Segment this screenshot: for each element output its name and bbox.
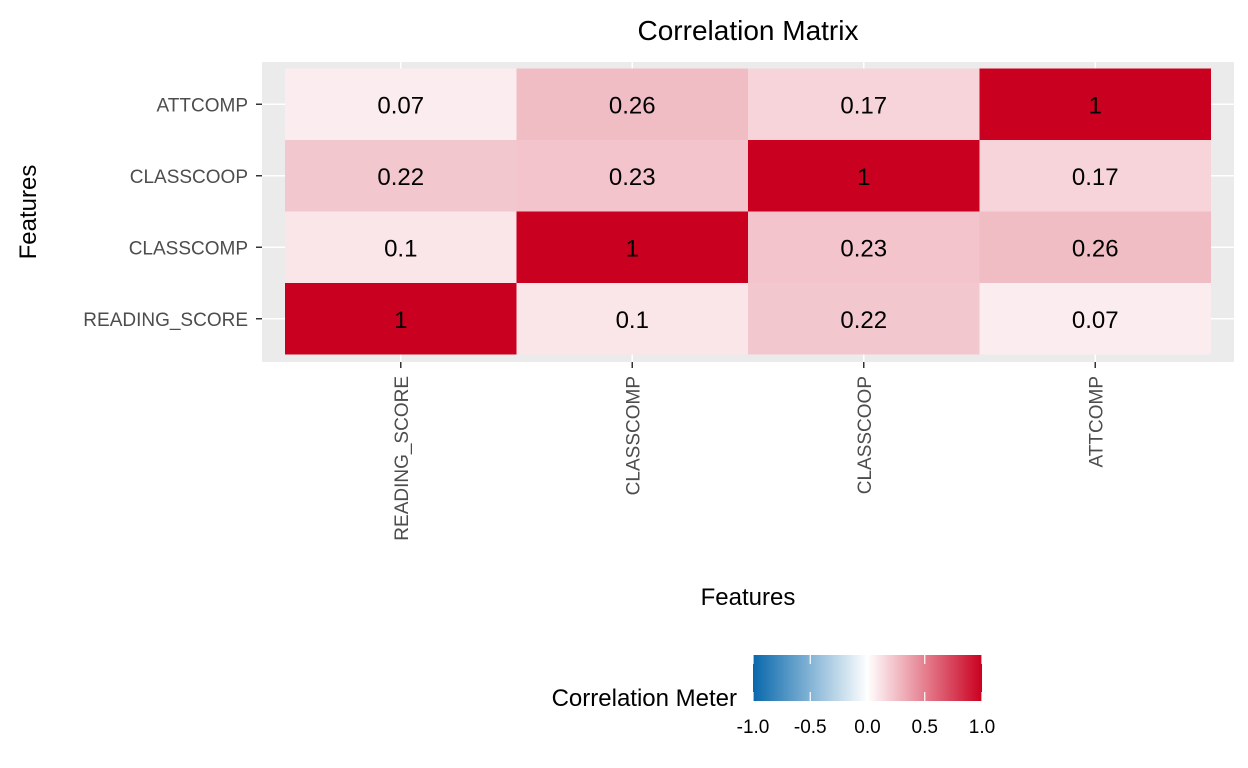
legend-tick-label: -0.5: [794, 717, 827, 738]
x-tick-label: READING_SCORE: [392, 376, 413, 541]
cell-value-label: 1: [857, 164, 870, 191]
heatmap-cell: [748, 140, 980, 212]
cell-value-label: 1: [1089, 92, 1102, 119]
cell-value-label: 0.07: [1072, 307, 1119, 334]
heatmap-cell: [285, 283, 517, 355]
cell-value-label: 0.07: [377, 92, 424, 119]
cell-value-label: 1: [394, 307, 407, 334]
heatmap-cell: [979, 211, 1211, 283]
heatmap-cell: [516, 211, 748, 283]
x-tick-label: ATTCOMP: [1086, 376, 1107, 467]
legend-ticks: -1.0 -0.5 0.0 0.5 1.0: [737, 655, 995, 738]
cell-value-label: 0.26: [609, 92, 656, 119]
cell-value-label: 0.17: [840, 92, 887, 119]
y-tick-label: ATTCOMP: [157, 95, 248, 116]
y-tick-label: READING_SCORE: [83, 310, 248, 331]
x-axis: READING_SCORE CLASSCOMP CLASSCOOP ATTCOMP: [392, 362, 1107, 541]
heatmap-cell: [516, 68, 748, 140]
heatmap-cell: [748, 283, 980, 355]
cell-value-label: 0.23: [840, 235, 887, 262]
legend-tick-label: 0.0: [854, 717, 880, 738]
legend: Correlation Meter -1.0 -0.5 0.0 0.5 1.0: [552, 655, 995, 738]
heatmap-cell-labels: 1 0.1 0.22 0.07 0.1 1 0.23 0.26 0.22 0.23 1 0.17 0.0…: [377, 92, 1118, 334]
heatmap-cell: [285, 68, 517, 140]
cell-value-label: 0.22: [840, 307, 887, 334]
cell-value-label: 0.1: [384, 235, 417, 262]
heatmap-cell: [285, 140, 517, 212]
legend-tick-label: -1.0: [737, 717, 770, 738]
heatmap-cell: [979, 283, 1211, 355]
chart-title: Correlation Matrix: [638, 15, 859, 46]
heatmap-cell: [979, 140, 1211, 212]
heatmap-cells: [285, 68, 1211, 355]
heatmap-cell: [979, 68, 1211, 140]
legend-title: Correlation Meter: [552, 685, 737, 712]
legend-tick-label: 1.0: [969, 717, 995, 738]
y-tick-label: CLASSCOOP: [130, 167, 248, 188]
heatmap-cell: [748, 68, 980, 140]
y-axis: READING_SCORE CLASSCOMP CLASSCOOP ATTCOMP: [83, 95, 262, 331]
cell-value-label: 1: [626, 235, 639, 262]
cell-value-label: 0.26: [1072, 235, 1119, 262]
x-axis-title: Features: [701, 584, 796, 611]
x-tick-label: CLASSCOOP: [855, 376, 876, 494]
heatmap-cell: [516, 140, 748, 212]
heatmap-cell: [748, 211, 980, 283]
cell-value-label: 0.23: [609, 164, 656, 191]
x-tick-label: CLASSCOMP: [623, 376, 644, 495]
heatmap-cell: [516, 283, 748, 355]
heatmap-cell: [285, 211, 517, 283]
cell-value-label: 0.22: [377, 164, 424, 191]
cell-value-label: 0.1: [616, 307, 649, 334]
y-axis-title: Features: [15, 165, 42, 260]
cell-value-label: 0.17: [1072, 164, 1119, 191]
legend-tick-label: 0.5: [912, 717, 938, 738]
y-tick-label: CLASSCOMP: [129, 238, 248, 259]
